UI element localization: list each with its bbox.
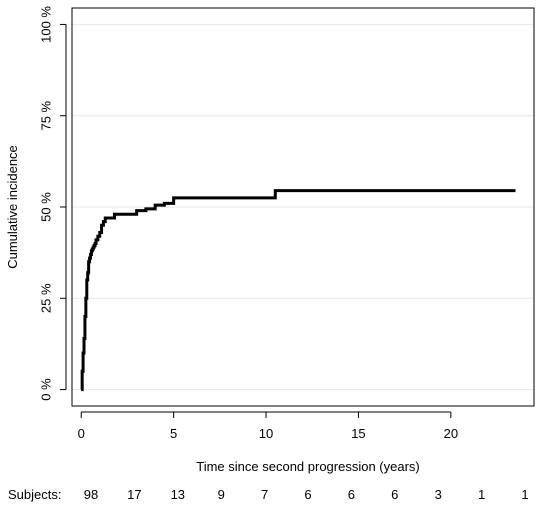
plot-frame (71, 7, 535, 407)
x-tick-label: 10 (259, 426, 273, 441)
risk-table: Subjects: 98 17 13 9 7 6 6 6 3 1 1 (8, 487, 529, 502)
y-tick-label: 25 % (39, 283, 54, 313)
gridlines (72, 23, 534, 391)
risk-count: 1 (478, 487, 485, 502)
y-axis: 0 % 25 % 50 % 75 % 100 % (39, 6, 67, 401)
risk-count: 6 (348, 487, 355, 502)
y-axis-title: Cumulative incidence (5, 145, 20, 269)
risk-count: 6 (304, 487, 311, 502)
x-tick-label: 15 (351, 426, 365, 441)
risk-count: 3 (435, 487, 442, 502)
series-layer (80, 189, 516, 392)
risk-table-label: Subjects: (8, 487, 61, 502)
risk-count: 9 (218, 487, 225, 502)
cumulative-incidence-curve (80, 189, 516, 392)
y-tick-label: 50 % (39, 192, 54, 222)
y-tick-label: 100 % (39, 6, 54, 43)
x-tick-label: 0 (78, 426, 85, 441)
x-axis-title: Time since second progression (years) (196, 459, 420, 474)
risk-count: 17 (127, 487, 141, 502)
y-tick-label: 75 % (39, 100, 54, 130)
risk-count: 1 (521, 487, 528, 502)
risk-count: 6 (391, 487, 398, 502)
risk-count: 98 (84, 487, 98, 502)
x-axis: 0 5 10 15 20 (78, 411, 458, 441)
x-tick-label: 5 (170, 426, 177, 441)
risk-count: 13 (171, 487, 185, 502)
risk-count: 7 (261, 487, 268, 502)
y-tick-label: 0 % (39, 378, 54, 401)
x-tick-label: 20 (444, 426, 458, 441)
